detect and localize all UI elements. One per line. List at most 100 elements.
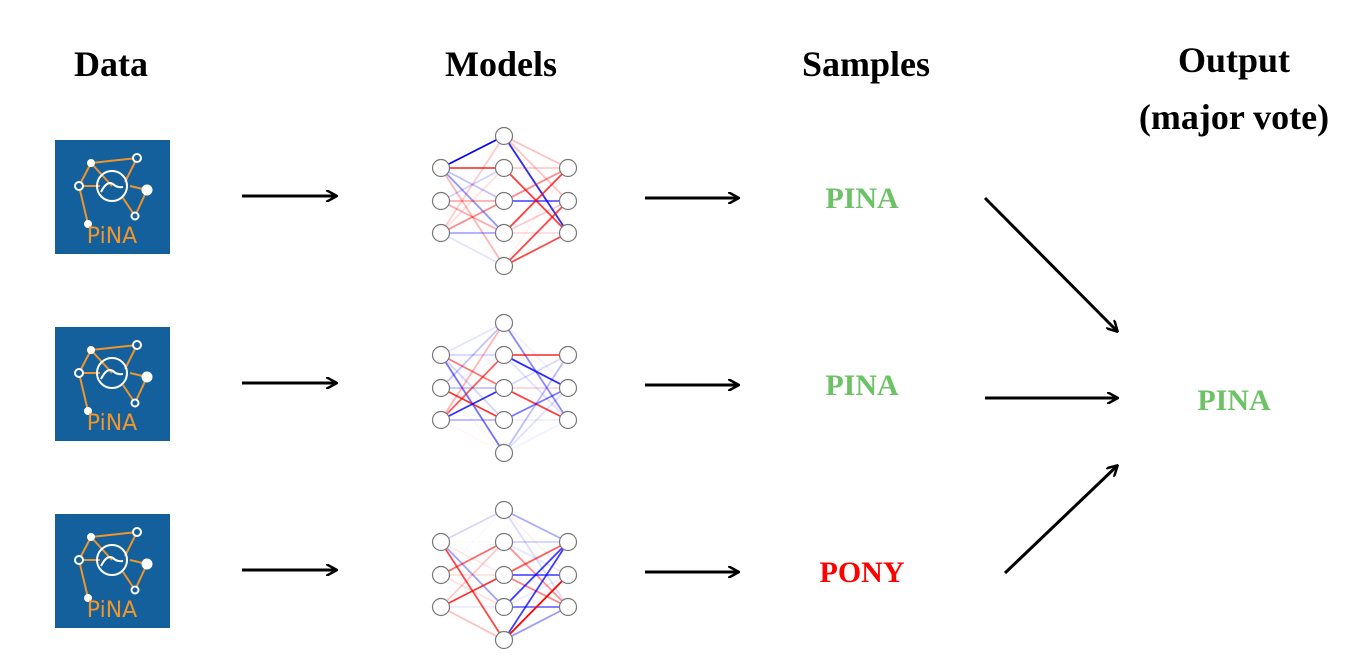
header-models: Models bbox=[445, 44, 557, 84]
network-node bbox=[494, 345, 514, 365]
network-node bbox=[494, 191, 514, 211]
network-edge bbox=[440, 167, 505, 234]
network-node bbox=[431, 378, 451, 398]
network-edge bbox=[441, 420, 504, 453]
network-edge bbox=[440, 167, 505, 234]
logo-text: PiNA bbox=[87, 224, 137, 249]
network-node bbox=[494, 223, 514, 243]
network-node bbox=[494, 313, 514, 333]
network-edge bbox=[503, 354, 569, 389]
header-data: Data bbox=[74, 44, 148, 84]
pina-logo: PiNA bbox=[55, 140, 170, 254]
network-node bbox=[558, 191, 578, 211]
network-edge bbox=[440, 574, 505, 608]
network-edge bbox=[440, 606, 505, 641]
network-edge bbox=[440, 322, 505, 421]
network-edge bbox=[440, 322, 505, 389]
pina-logo: PiNA bbox=[55, 514, 170, 628]
network-edge bbox=[440, 167, 505, 202]
logo-text: PiNA bbox=[87, 411, 137, 436]
network-edge bbox=[440, 354, 505, 421]
network-edge bbox=[503, 200, 569, 234]
network-node bbox=[494, 500, 514, 520]
network-edge bbox=[440, 167, 505, 202]
network-edge bbox=[503, 135, 569, 234]
network-node bbox=[494, 410, 514, 430]
pina-logo: PiNA bbox=[55, 327, 170, 441]
neural-network bbox=[431, 500, 578, 650]
network-node bbox=[558, 410, 578, 430]
network-node bbox=[558, 223, 578, 243]
sample-label: PINA bbox=[825, 182, 899, 215]
row-1: PiNA PINA bbox=[55, 126, 899, 276]
network-edge bbox=[503, 135, 569, 169]
network-node bbox=[494, 158, 514, 178]
network-node bbox=[431, 532, 451, 552]
network-node bbox=[558, 597, 578, 617]
network-node bbox=[431, 410, 451, 430]
network-node bbox=[431, 597, 451, 617]
network-edge bbox=[440, 354, 505, 389]
network-edge bbox=[503, 167, 569, 202]
network-node bbox=[494, 532, 514, 552]
network-edge bbox=[440, 322, 505, 356]
network-edge bbox=[440, 541, 505, 608]
neural-network bbox=[431, 126, 578, 276]
network-edge bbox=[503, 135, 569, 202]
network-edge bbox=[503, 387, 569, 454]
network-edge bbox=[440, 167, 505, 267]
network-edge bbox=[503, 574, 569, 641]
network-node bbox=[431, 158, 451, 178]
network-edge bbox=[440, 541, 505, 608]
network-edge bbox=[503, 541, 569, 576]
network-edge bbox=[440, 135, 505, 169]
row-3: PiNA PONY bbox=[55, 500, 905, 650]
header-samples: Samples bbox=[802, 44, 930, 84]
network-edge bbox=[503, 419, 569, 454]
network-node bbox=[558, 378, 578, 398]
network-node bbox=[494, 630, 514, 650]
network-edge bbox=[440, 354, 505, 389]
network-node bbox=[494, 256, 514, 276]
network-edge bbox=[440, 541, 505, 576]
network-edge bbox=[440, 232, 505, 267]
network-node bbox=[558, 532, 578, 552]
network-node bbox=[558, 345, 578, 365]
vote-arrow-3 bbox=[1003, 466, 1117, 575]
output-label: PINA bbox=[1197, 384, 1271, 417]
row-2: PiNA PINA bbox=[55, 313, 899, 463]
network-node bbox=[431, 191, 451, 211]
sample-label: PINA bbox=[825, 369, 899, 402]
network-node bbox=[494, 443, 514, 463]
network-edge bbox=[503, 387, 569, 421]
logo-text: PiNA bbox=[87, 598, 137, 623]
vote-arrow-1 bbox=[983, 196, 1117, 331]
header-output-subtitle: (major vote) bbox=[1139, 97, 1329, 137]
network-edge bbox=[503, 200, 569, 267]
network-edge bbox=[503, 509, 569, 576]
network-edge bbox=[503, 354, 569, 454]
network-edge bbox=[503, 354, 569, 389]
network-edge bbox=[503, 541, 569, 608]
network-node bbox=[494, 565, 514, 585]
network-edge bbox=[440, 509, 505, 543]
network-edge bbox=[440, 200, 505, 234]
network-node bbox=[431, 345, 451, 365]
network-edge bbox=[440, 135, 505, 234]
network-edge bbox=[440, 200, 505, 234]
neural-network bbox=[431, 313, 578, 463]
network-node bbox=[558, 158, 578, 178]
network-edge bbox=[503, 232, 569, 267]
network-node bbox=[494, 378, 514, 398]
network-edge bbox=[503, 167, 569, 267]
network-node bbox=[558, 565, 578, 585]
network-node bbox=[431, 565, 451, 585]
network-edge bbox=[503, 541, 569, 641]
network-node bbox=[431, 223, 451, 243]
network-edge bbox=[503, 354, 569, 421]
network-edge bbox=[503, 167, 569, 234]
network-node bbox=[494, 597, 514, 617]
network-edge bbox=[503, 509, 569, 543]
network-node bbox=[494, 126, 514, 146]
